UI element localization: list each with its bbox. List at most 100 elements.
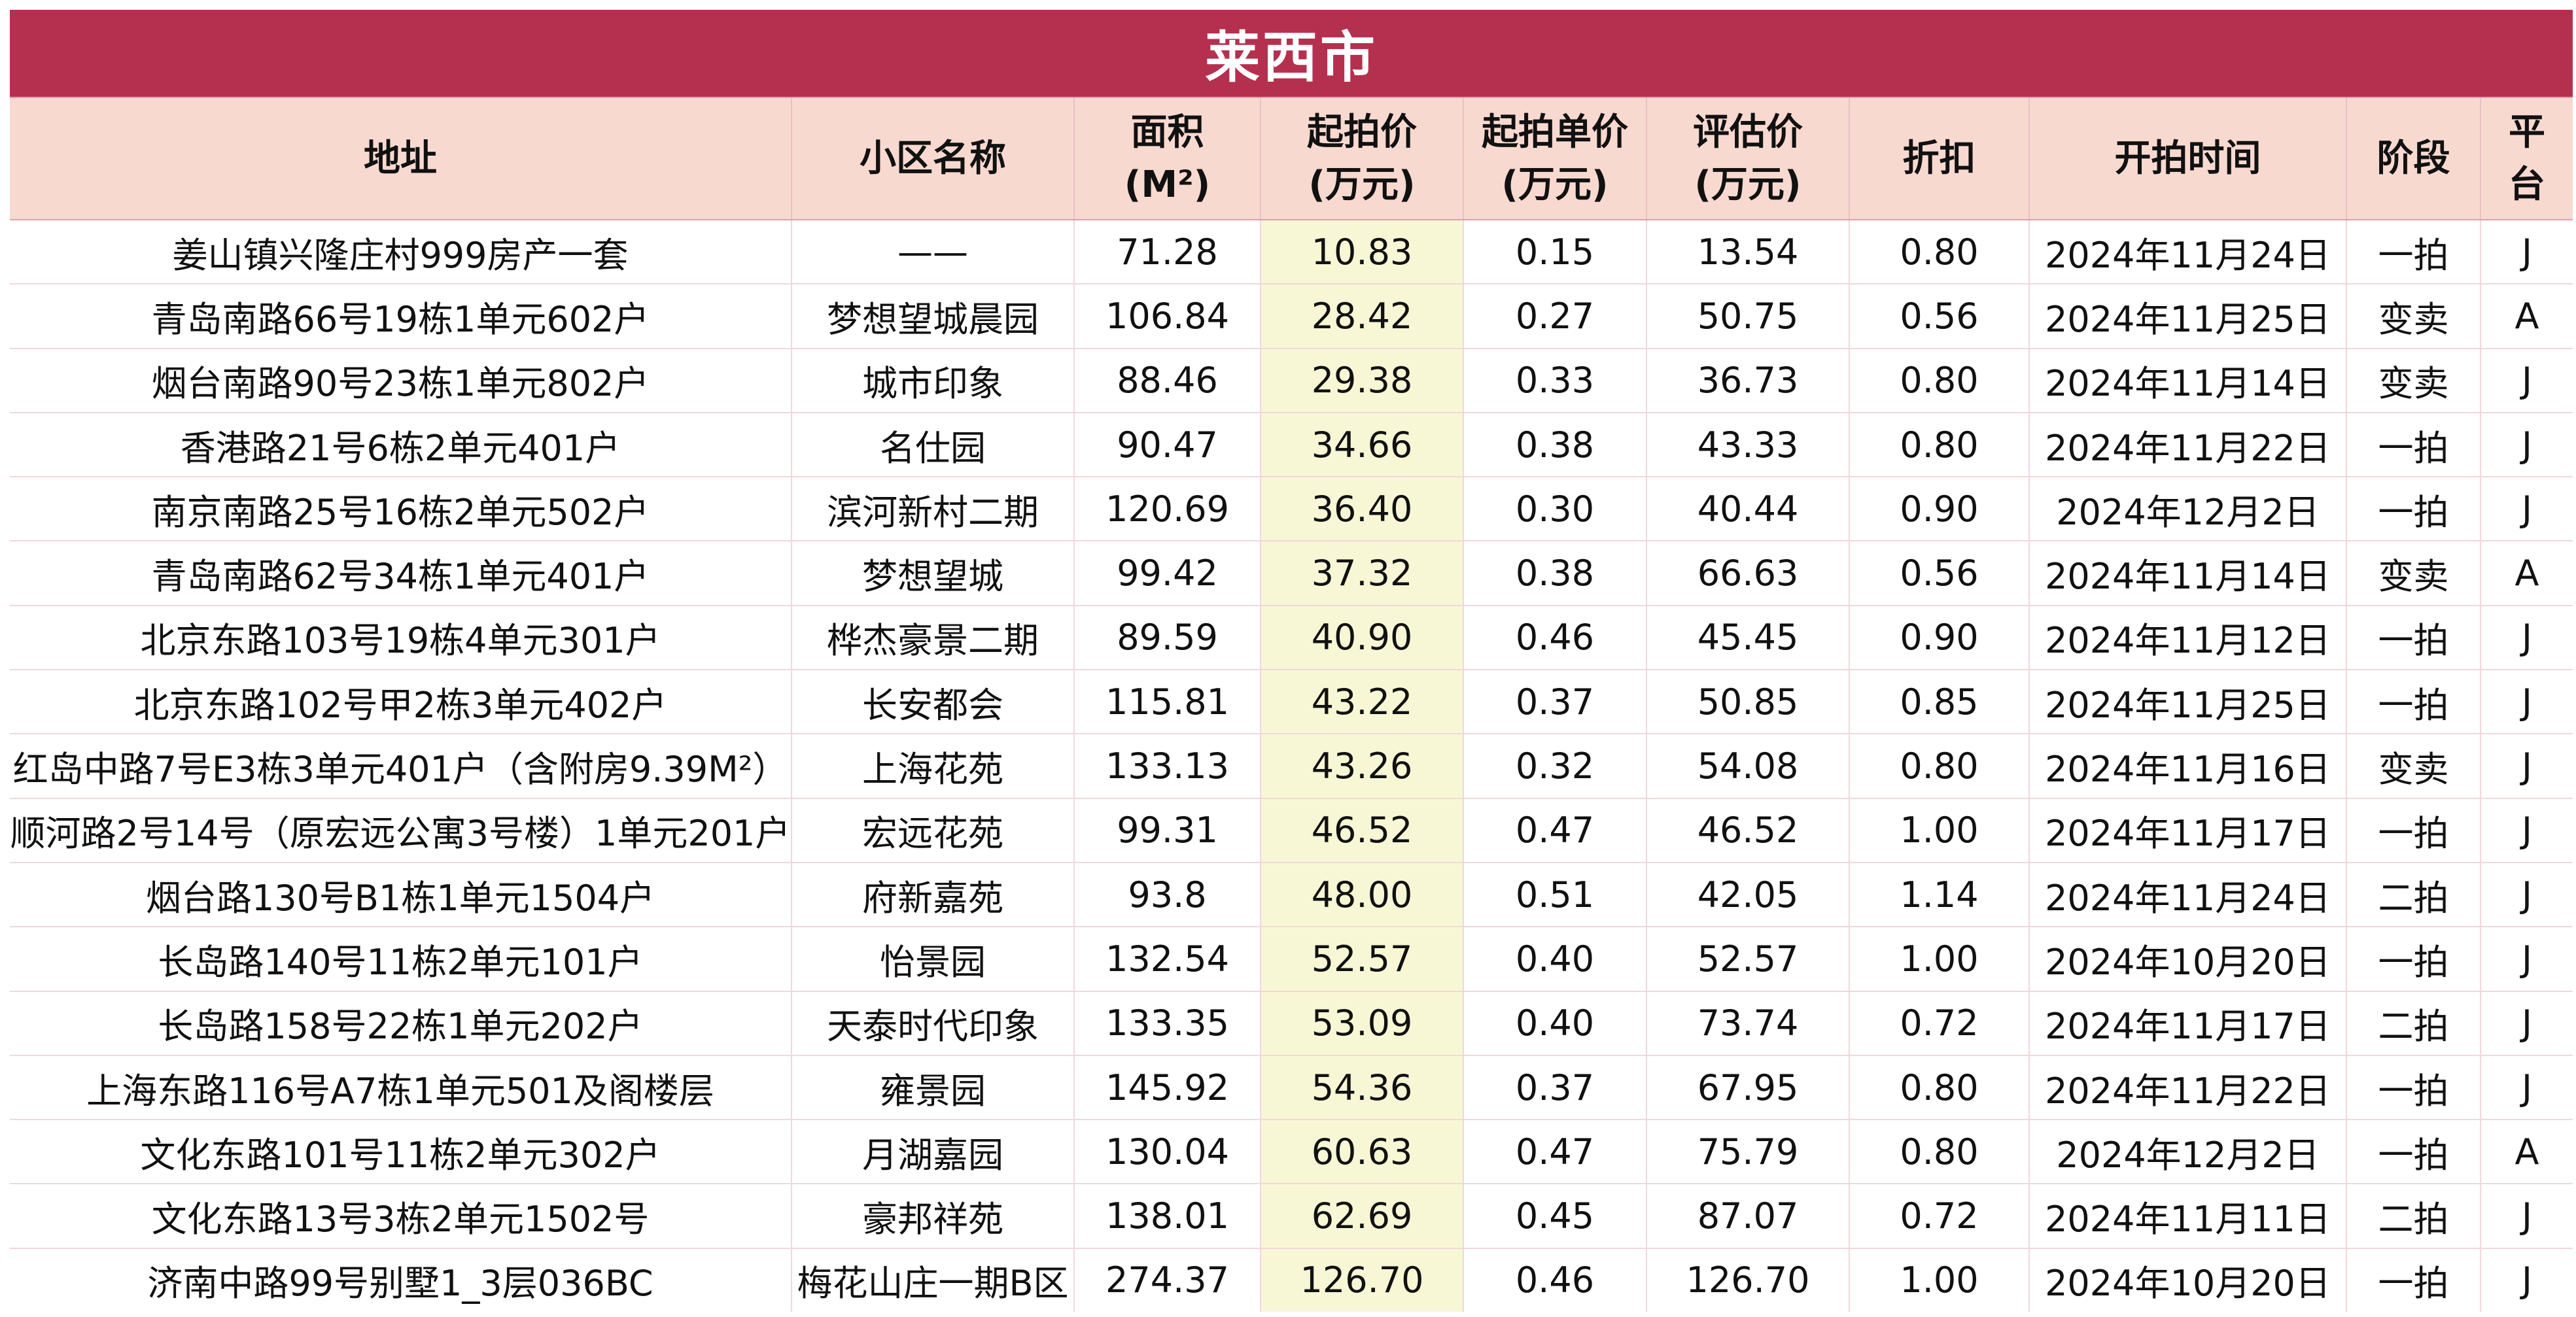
- cell-address: 长岛路140号11栋2单元101户: [10, 927, 792, 992]
- cell-appraisal: 87.07: [1646, 1184, 1850, 1249]
- header-auction-date: 开拍时间: [2029, 98, 2347, 220]
- cell-start-price: 28.42: [1261, 284, 1464, 349]
- cell-auction-date: 2024年11月25日: [2029, 284, 2347, 349]
- cell-auction-date: 2024年11月17日: [2029, 991, 2347, 1056]
- cell-discount: 0.80: [1849, 220, 2030, 285]
- header-appraisal: 评估价 (万元): [1646, 98, 1850, 220]
- cell-address: 烟台路130号B1栋1单元1504户: [10, 862, 792, 928]
- cell-platform: J: [2480, 798, 2573, 863]
- header-address: 地址: [10, 98, 792, 220]
- cell-start-price: 10.83: [1261, 220, 1464, 285]
- cell-area: 274.37: [1074, 1248, 1261, 1312]
- cell-auction-date: 2024年11月22日: [2029, 412, 2347, 478]
- cell-community: 怡景园: [792, 927, 1075, 992]
- table-row: 长岛路158号22栋1单元202户 天泰时代印象 133.35 53.09 0.40 73…: [10, 991, 2573, 1056]
- cell-unit-price: 0.46: [1463, 605, 1647, 671]
- cell-appraisal: 46.52: [1646, 798, 1850, 863]
- header-appraisal-unit: (万元): [1694, 163, 1801, 206]
- cell-platform: J: [2480, 927, 2573, 992]
- cell-area: 99.42: [1074, 541, 1261, 606]
- cell-start-price: 62.69: [1261, 1184, 1464, 1249]
- cell-unit-price: 0.40: [1463, 991, 1647, 1056]
- cell-discount: 0.80: [1849, 348, 2030, 413]
- cell-community: 长安都会: [792, 670, 1075, 735]
- cell-community: 城市印象: [792, 348, 1075, 413]
- cell-discount: 0.72: [1849, 1184, 2030, 1249]
- cell-platform: J: [2480, 605, 2573, 671]
- cell-area: 145.92: [1074, 1055, 1261, 1121]
- cell-auction-date: 2024年11月25日: [2029, 670, 2347, 735]
- cell-unit-price: 0.47: [1463, 798, 1647, 863]
- cell-community: 梦想望城晨园: [792, 284, 1075, 349]
- header-area-label: 面积: [1130, 111, 1204, 154]
- cell-start-price: 29.38: [1261, 348, 1464, 413]
- cell-auction-date: 2024年11月11日: [2029, 1184, 2347, 1249]
- cell-address: 香港路21号6栋2单元401户: [10, 412, 792, 478]
- header-unit-price-label: 起拍单价: [1482, 111, 1628, 154]
- cell-community: 上海花苑: [792, 734, 1075, 799]
- cell-appraisal: 45.45: [1646, 605, 1850, 671]
- cell-auction-date: 2024年11月12日: [2029, 605, 2347, 671]
- cell-community: 府新嘉苑: [792, 862, 1075, 928]
- cell-community: 滨河新村二期: [792, 477, 1075, 542]
- cell-address: 文化东路13号3栋2单元1502号: [10, 1184, 792, 1249]
- spreadsheet: 莱西市 地址 小区名称 面积 (M²) 起拍价 (万元) 起拍单价 (万元) 评估价 (万元) 折扣…: [10, 10, 2573, 1317]
- cell-stage: 一拍: [2346, 798, 2481, 863]
- cell-community: 桦杰豪景二期: [792, 605, 1075, 671]
- table-row: 青岛南路62号34栋1单元401户 梦想望城 99.42 37.32 0.38 66.63…: [10, 541, 2573, 606]
- header-auction-date-label: 开拍时间: [2114, 137, 2261, 180]
- cell-discount: 0.80: [1849, 1120, 2030, 1185]
- cell-unit-price: 0.37: [1463, 670, 1647, 735]
- cell-platform: J: [2522, 1259, 2532, 1301]
- cell-stage: 二拍: [2346, 1184, 2481, 1249]
- cell-area: 90.47: [1074, 412, 1261, 478]
- header-address-label: 地址: [364, 137, 437, 180]
- cell-address: 顺河路2号14号（原宏远公寓3号楼）1单元201户: [10, 798, 792, 863]
- cell-appraisal: 36.73: [1646, 348, 1850, 413]
- cell-appraisal: 126.70: [1646, 1248, 1850, 1312]
- cell-unit-price: 0.33: [1463, 348, 1647, 413]
- cell-discount: 0.90: [1849, 605, 2030, 671]
- cell-area: 132.54: [1074, 927, 1261, 992]
- cell-discount: 1.00: [1849, 798, 2030, 863]
- cell-discount: 1.00: [1849, 1248, 2030, 1312]
- cell-stage: 变卖: [2346, 541, 2481, 606]
- cell-area: 138.01: [1074, 1184, 1261, 1249]
- cell-appraisal: 67.95: [1646, 1055, 1850, 1121]
- cell-auction-date: 2024年12月2日: [2029, 477, 2347, 542]
- cell-address: 南京南路25号16栋2单元502户: [10, 477, 792, 542]
- cell-start-price: 48.00: [1261, 862, 1464, 928]
- cell-appraisal: 54.08: [1646, 734, 1850, 799]
- cell-discount: 0.80: [1849, 412, 2030, 478]
- cell-address: 长岛路158号22栋1单元202户: [10, 991, 792, 1056]
- header-community: 小区名称: [792, 98, 1075, 220]
- cell-platform: A: [2480, 284, 2573, 349]
- header-start-price-unit: (万元): [1308, 163, 1416, 206]
- header-community-label: 小区名称: [860, 137, 1006, 180]
- cell-address: 红岛中路7号E3栋3单元401户（含附房9.39M²）: [10, 734, 792, 799]
- cell-area: 106.84: [1074, 284, 1261, 349]
- cell-area: 71.28: [1074, 220, 1261, 285]
- cell-start-price: 53.09: [1261, 991, 1464, 1056]
- cell-stage: 一拍: [2346, 1248, 2481, 1312]
- table-row: 长岛路140号11栋2单元101户 怡景园 132.54 52.57 0.40 52.57…: [10, 927, 2573, 992]
- cell-stage: 一拍: [2346, 927, 2481, 992]
- cell-discount: 0.56: [1849, 541, 2030, 606]
- cell-unit-price: 0.46: [1463, 1248, 1647, 1312]
- cell-address: 姜山镇兴隆庄村999房产一套: [10, 220, 792, 285]
- cell-platform: J: [2480, 348, 2573, 413]
- cell-platform: J: [2480, 991, 2573, 1056]
- table-row: 南京南路25号16栋2单元502户 滨河新村二期 120.69 36.40 0.30 40…: [10, 477, 2573, 542]
- cell-auction-date: 2024年10月20日: [2029, 927, 2347, 992]
- cell-auction-date: 2024年11月24日: [2029, 220, 2347, 285]
- cell-auction-date: 2024年11月14日: [2029, 348, 2347, 413]
- cell-area: 130.04: [1074, 1120, 1261, 1185]
- cell-unit-price: 0.32: [1463, 734, 1647, 799]
- cell-address: 北京东路102号甲2栋3单元402户: [10, 670, 792, 735]
- cell-stage: 一拍: [2346, 1120, 2481, 1185]
- cell-discount: 0.90: [1849, 477, 2030, 542]
- cell-address: 济南中路99号别墅1_3层036BC: [10, 1248, 792, 1312]
- cell-auction-date: 2024年11月17日: [2029, 798, 2347, 863]
- cell-discount: 0.85: [1849, 670, 2030, 735]
- header-platform: 平台: [2480, 98, 2573, 220]
